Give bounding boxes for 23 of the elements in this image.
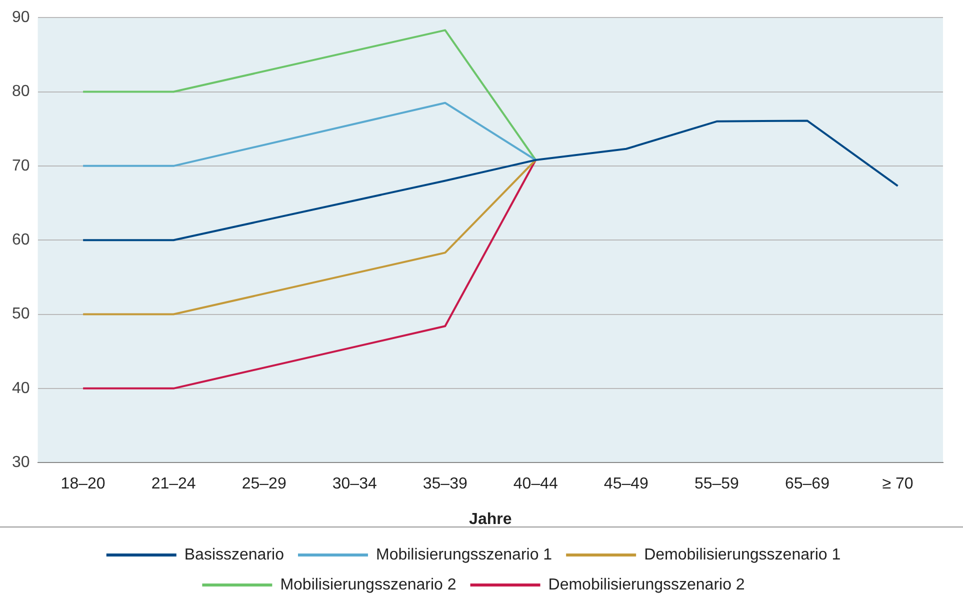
x-tick-label: 30–34	[332, 476, 377, 493]
legend-label: Mobilisierungsszenario 1	[376, 546, 552, 564]
x-tick-label: 35–39	[422, 476, 468, 493]
x-tick-label: 18–20	[60, 476, 106, 493]
y-tick-label: 30	[12, 454, 30, 472]
y-tick-label: 70	[12, 157, 30, 174]
x-tick-label: 21–24	[151, 476, 196, 493]
y-tick-label: 50	[12, 306, 30, 323]
legend-label: Mobilisierungsszenario 2	[280, 576, 456, 594]
y-tick-label: 80	[12, 83, 30, 100]
legend-label: Basisszenario	[184, 546, 284, 564]
y-tick-label: 90	[12, 9, 30, 26]
y-tick-label: 60	[12, 232, 30, 249]
x-tick-label: 65–69	[784, 476, 830, 493]
y-tick-label: 40	[12, 380, 30, 397]
x-axis-title: Jahre	[469, 510, 512, 528]
x-tick-label: 25–29	[242, 476, 286, 493]
x-tick-label: 40–44	[513, 476, 558, 493]
x-tick-label: 55–59	[694, 476, 740, 493]
legend-label: Demobilisierungsszenario 2	[548, 576, 745, 594]
x-tick-label: 45–49	[604, 476, 649, 493]
legend-label: Demobilisierungsszenario 1	[644, 546, 841, 564]
x-tick-label: ≥ 70	[882, 476, 914, 493]
